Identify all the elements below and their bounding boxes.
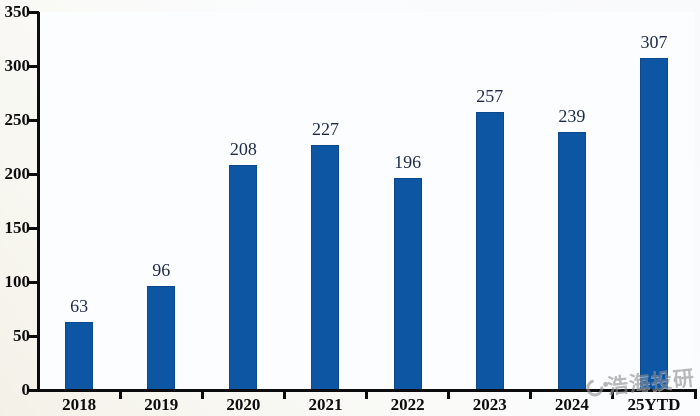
- bar: [65, 321, 94, 390]
- y-tick: [29, 64, 39, 68]
- x-tick: [282, 389, 286, 399]
- bar: [229, 165, 258, 390]
- bar: [311, 144, 340, 390]
- bar: [639, 58, 668, 390]
- x-tick-label: 2019: [144, 395, 179, 414]
- y-tick: [29, 118, 39, 122]
- y-tick-label: 350: [4, 2, 31, 21]
- y-tick: [29, 172, 39, 176]
- x-tick-label: 2021: [308, 395, 343, 414]
- y-tick-label: 300: [4, 56, 31, 75]
- bar-value-label: 63: [70, 295, 89, 316]
- x-axis-line: [37, 389, 695, 392]
- y-tick: [29, 280, 39, 284]
- y-tick: [29, 10, 39, 14]
- y-tick-label: 50: [13, 326, 30, 345]
- y-tick: [29, 226, 39, 230]
- plot-area: [40, 12, 695, 389]
- x-tick: [693, 389, 697, 399]
- y-tick: [29, 334, 39, 338]
- y-tick-label: 100: [4, 272, 31, 291]
- x-tick-label: 2022: [390, 395, 425, 414]
- bar-value-label: 239: [558, 105, 586, 126]
- y-tick-label: 150: [4, 218, 31, 237]
- x-tick-label: 25YTD: [627, 395, 681, 414]
- bar: [393, 178, 422, 390]
- bar: [475, 112, 504, 390]
- x-tick: [611, 389, 615, 399]
- x-tick: [118, 389, 122, 399]
- x-tick: [529, 389, 533, 399]
- bar-value-label: 227: [311, 118, 339, 139]
- x-tick-label: 2020: [226, 395, 261, 414]
- bar-value-label: 307: [640, 32, 668, 53]
- y-axis-line: [37, 12, 40, 392]
- bar-value-label: 196: [394, 152, 422, 173]
- y-tick: [29, 388, 39, 392]
- bar-value-label: 208: [229, 139, 257, 160]
- x-tick: [200, 389, 204, 399]
- bar: [557, 131, 586, 390]
- bar-value-label: 257: [476, 86, 504, 107]
- y-tick-label: 200: [4, 164, 31, 183]
- x-tick-label: 2023: [472, 395, 507, 414]
- x-tick: [365, 389, 368, 399]
- x-tick: [447, 389, 451, 399]
- x-tick-label: 2018: [62, 395, 97, 414]
- bar-value-label: 96: [152, 260, 171, 281]
- x-tick-label: 2024: [554, 395, 589, 414]
- y-tick-label: 0: [21, 380, 31, 399]
- bar: [147, 286, 176, 390]
- y-tick-label: 250: [4, 110, 31, 129]
